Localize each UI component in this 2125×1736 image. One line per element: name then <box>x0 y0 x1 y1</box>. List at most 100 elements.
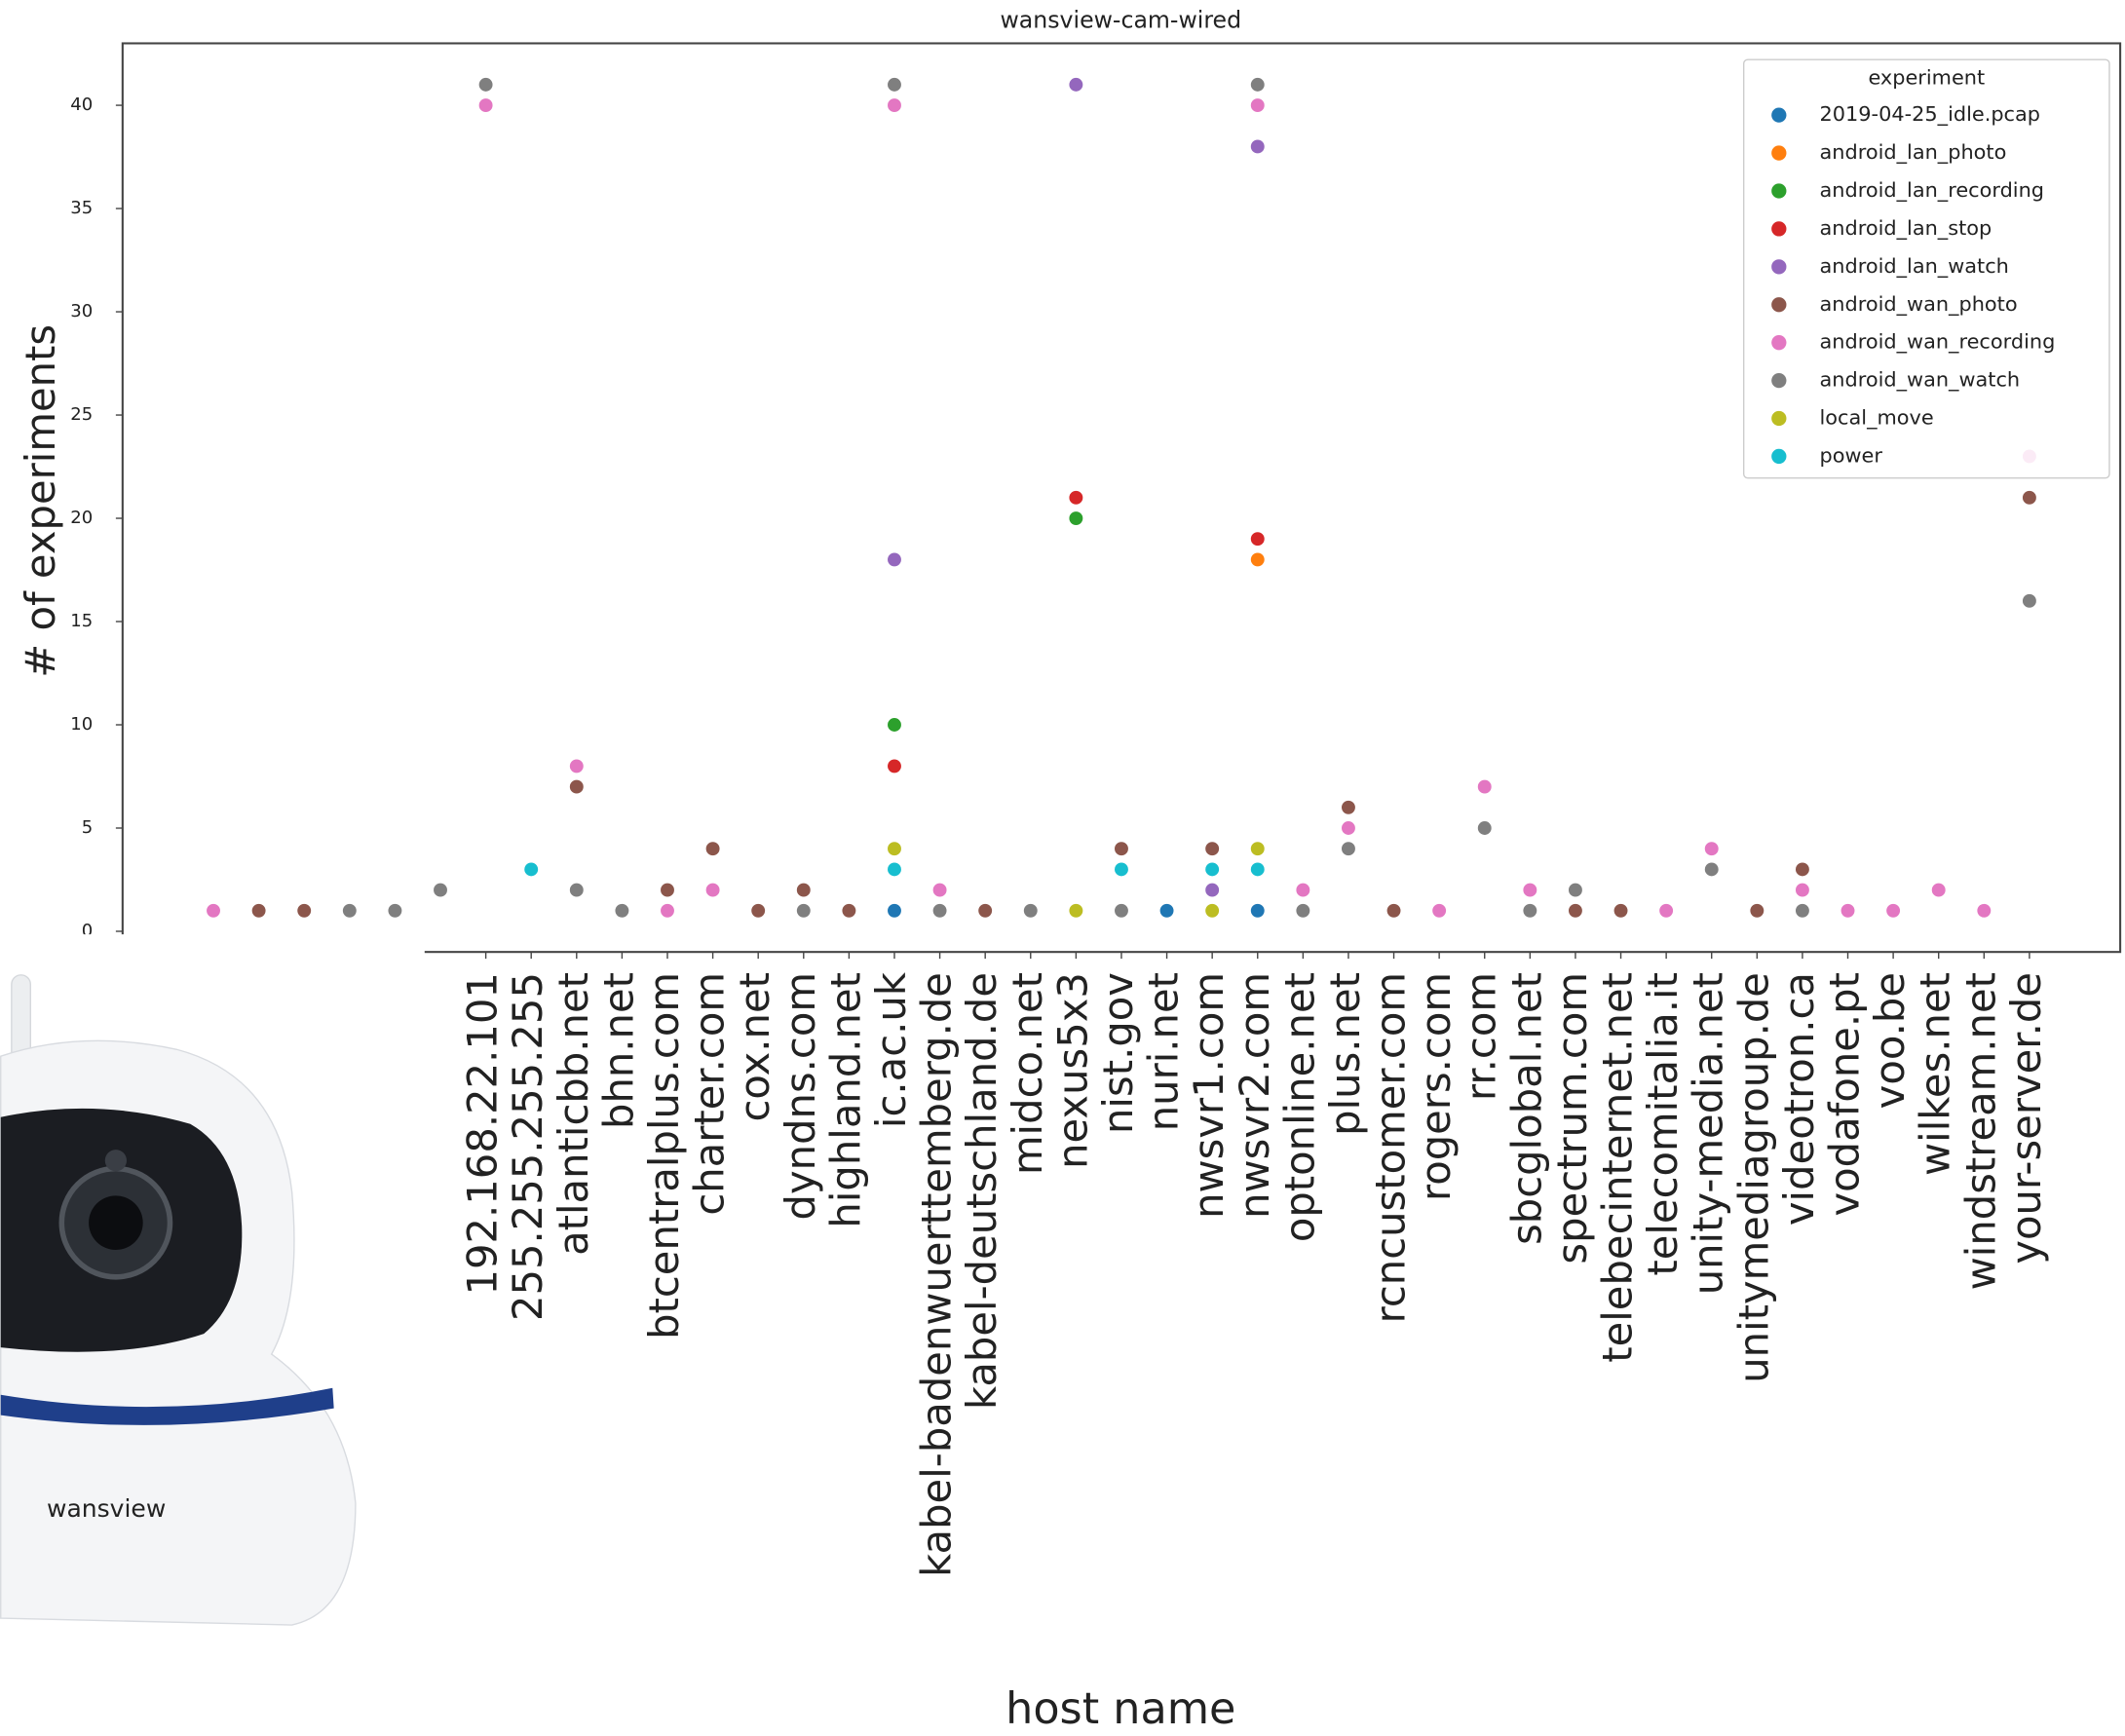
x-tick-label: videotron.ca <box>1775 972 1823 1226</box>
point <box>1250 842 1265 856</box>
y-tick-label: 5 <box>82 817 94 838</box>
x-tick-label: rcncustomer.com <box>1367 972 1415 1323</box>
legend-label: android_lan_watch <box>1820 254 2009 279</box>
x-tick-label: plus.net <box>1321 972 1369 1136</box>
point <box>569 759 584 774</box>
point <box>796 883 811 897</box>
point <box>2022 593 2036 608</box>
camera-photo: wansview <box>1 934 425 1639</box>
camera-lens-core <box>89 1195 143 1250</box>
point <box>1704 842 1719 856</box>
x-tick-label: telebecinternet.net <box>1594 972 1642 1363</box>
point <box>978 903 993 918</box>
point <box>660 883 674 897</box>
legend-label: android_lan_recording <box>1820 178 2045 203</box>
y-tick-label: 35 <box>70 198 93 218</box>
point <box>705 842 720 856</box>
point <box>1477 820 1492 835</box>
point <box>1931 883 1946 897</box>
point <box>1613 903 1628 918</box>
point <box>1977 903 1992 918</box>
x-tick-label: optonline.net <box>1275 972 1323 1242</box>
point <box>1250 532 1265 547</box>
x-tick-label: bhn.net <box>594 972 642 1129</box>
point <box>569 883 584 897</box>
point <box>1432 903 1447 918</box>
point <box>887 77 901 92</box>
point <box>796 903 811 918</box>
legend-marker <box>1771 335 1786 350</box>
x-tick-label: nwsvr2.com <box>1231 972 1278 1219</box>
chart: wansview-cam-wired host name # of experi… <box>0 0 2125 1736</box>
x-tick-label: cox.net <box>731 972 778 1121</box>
point <box>1296 883 1310 897</box>
x-tick-label: atlanticbb.net <box>550 972 597 1256</box>
y-axis-label: # of experiments <box>17 324 64 678</box>
point <box>887 97 901 112</box>
legend-label: android_wan_recording <box>1820 330 2056 355</box>
point <box>524 862 539 877</box>
legend-label: android_wan_photo <box>1820 292 2018 317</box>
point <box>1205 903 1220 918</box>
legend-marker <box>1771 183 1786 198</box>
legend-title: experiment <box>1868 66 1985 90</box>
x-tick-label: kabel-badenwuerttemberg.de <box>913 972 961 1577</box>
point <box>1114 842 1128 856</box>
point <box>1114 862 1128 877</box>
point <box>388 903 402 918</box>
point <box>1250 139 1265 154</box>
point <box>1568 903 1582 918</box>
legend-marker <box>1771 373 1786 388</box>
legend-label: power <box>1820 443 1883 467</box>
legend-marker <box>1771 221 1786 236</box>
point <box>932 903 947 918</box>
x-tick-label: sbcglobal.net <box>1502 972 1550 1245</box>
point <box>1386 903 1401 918</box>
x-tick-label: dyndns.com <box>777 972 824 1220</box>
legend-marker <box>1771 297 1786 312</box>
point <box>1250 903 1265 918</box>
x-tick-label: your-server.de <box>2002 972 2050 1264</box>
x-tick-label: unity-media.net <box>1685 972 1732 1295</box>
point <box>569 779 584 794</box>
y-tick-label: 10 <box>70 714 93 735</box>
point <box>932 883 947 897</box>
legend-label: android_wan_watch <box>1820 368 2021 393</box>
point <box>1069 510 1083 525</box>
point <box>1477 779 1492 794</box>
y-tick-label: 30 <box>70 301 93 321</box>
legend-label: android_lan_photo <box>1820 140 2007 165</box>
point <box>887 759 901 774</box>
x-tick-label: highland.net <box>821 972 869 1228</box>
camera-brand: wansview <box>47 1494 166 1523</box>
x-axis-label: host name <box>1006 1684 1235 1734</box>
point <box>1341 820 1355 835</box>
point <box>297 903 312 918</box>
x-tick-label: 255.255.255.255 <box>504 972 551 1321</box>
point <box>705 883 720 897</box>
legend-marker <box>1771 449 1786 464</box>
legend: experiment 2019-04-25_idle.pcap android_l… <box>1744 59 2109 478</box>
legend-label: android_lan_stop <box>1820 216 1992 241</box>
legend-marker <box>1771 411 1786 426</box>
x-tick-label: btcentralplus.com <box>640 972 688 1340</box>
chart-title: wansview-cam-wired <box>1000 7 1241 34</box>
legend-marker <box>1771 259 1786 274</box>
x-tick-label: windstream.net <box>1956 972 2004 1290</box>
x-tick-label: nuri.net <box>1140 972 1188 1131</box>
legend-label: 2019-04-25_idle.pcap <box>1820 102 2041 127</box>
y-tick-label: 20 <box>70 508 93 528</box>
point <box>478 97 493 112</box>
point <box>1523 883 1537 897</box>
point <box>1341 800 1355 814</box>
point <box>1250 77 1265 92</box>
point <box>1296 903 1310 918</box>
point <box>1205 842 1220 856</box>
point <box>1795 903 1809 918</box>
point <box>887 903 901 918</box>
point <box>1250 862 1265 877</box>
x-tick-label: spectrum.com <box>1548 972 1596 1264</box>
point <box>478 77 493 92</box>
point <box>615 903 629 918</box>
x-tick-label: vodafone.pt <box>1821 972 1869 1217</box>
